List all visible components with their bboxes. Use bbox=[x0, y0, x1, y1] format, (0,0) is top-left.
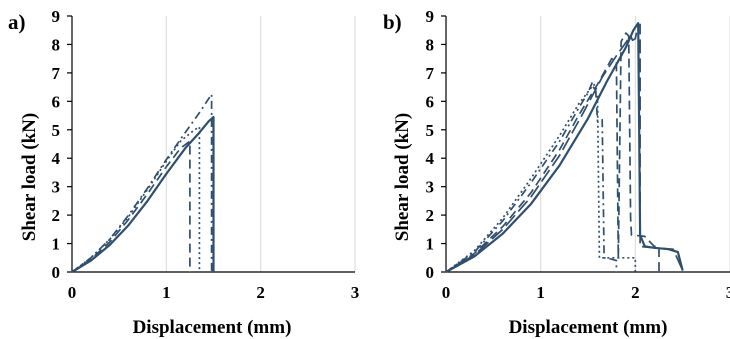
y-axis-label-b: Shear load (kN) bbox=[392, 113, 413, 241]
y-tick-label-a-5: 5 bbox=[52, 121, 61, 140]
chart-panel-b: b) Shear load (kN) Displacement (mm) 0 1 2… bbox=[383, 7, 730, 338]
y-tick-label-a-9: 9 bbox=[52, 7, 61, 26]
y-tick-label-b-9: 9 bbox=[426, 7, 435, 26]
x-tick-label-b-2: 2 bbox=[631, 283, 640, 302]
y-tick-label-a-2: 2 bbox=[52, 206, 61, 225]
y-tick-label-a-7: 7 bbox=[52, 64, 61, 83]
y-tick-label-b-4: 4 bbox=[426, 149, 435, 168]
y-tick-label-b-6: 6 bbox=[426, 92, 435, 111]
y-tick-label-a-6: 6 bbox=[52, 92, 61, 111]
y-tick-label-a-3: 3 bbox=[52, 178, 61, 197]
y-tick-label-a-8: 8 bbox=[52, 35, 61, 54]
x-tick-label-a-1: 1 bbox=[162, 283, 171, 302]
y-tick-label-a-4: 4 bbox=[52, 149, 61, 168]
x-tick-label-a-0: 0 bbox=[68, 283, 77, 302]
panel-label-b: b) bbox=[383, 10, 402, 34]
y-tick-label-b-5: 5 bbox=[426, 121, 435, 140]
x-axis-label-a: Displacement (mm) bbox=[133, 317, 292, 338]
series-line-b-5 bbox=[445, 23, 684, 273]
series-line-a-1 bbox=[71, 115, 215, 273]
y-tick-label-a-1: 1 bbox=[52, 235, 61, 254]
y-tick-label-b-3: 3 bbox=[426, 178, 435, 197]
chart-panel-a: a) Shear load (kN) Displacement (mm) 0 1 2… bbox=[8, 7, 359, 338]
y-tick-label-a-0: 0 bbox=[52, 263, 61, 282]
series-line-a-2 bbox=[71, 140, 191, 273]
y-tick-label-b-1: 1 bbox=[426, 235, 435, 254]
x-axis-label-b: Displacement (mm) bbox=[509, 317, 668, 338]
x-tick-label-b-0: 0 bbox=[442, 283, 451, 302]
y-tick-label-b-7: 7 bbox=[426, 64, 435, 83]
series-line-b-4 bbox=[445, 80, 618, 273]
series-line-a-3 bbox=[71, 126, 201, 273]
x-tick-label-b-1: 1 bbox=[536, 283, 545, 302]
x-tick-label-a-3: 3 bbox=[351, 283, 360, 302]
series-line-b-3 bbox=[445, 84, 637, 273]
series-line-b-2 bbox=[445, 32, 660, 273]
panel-label-a: a) bbox=[8, 10, 26, 34]
y-tick-label-b-8: 8 bbox=[426, 35, 435, 54]
x-tick-label-b-3: 3 bbox=[726, 283, 730, 302]
y-tick-label-b-0: 0 bbox=[426, 263, 435, 282]
x-tick-label-a-2: 2 bbox=[256, 283, 265, 302]
y-axis-label-a: Shear load (kN) bbox=[19, 113, 40, 241]
y-tick-label-b-2: 2 bbox=[426, 206, 435, 225]
series-line-a-4 bbox=[71, 93, 213, 273]
